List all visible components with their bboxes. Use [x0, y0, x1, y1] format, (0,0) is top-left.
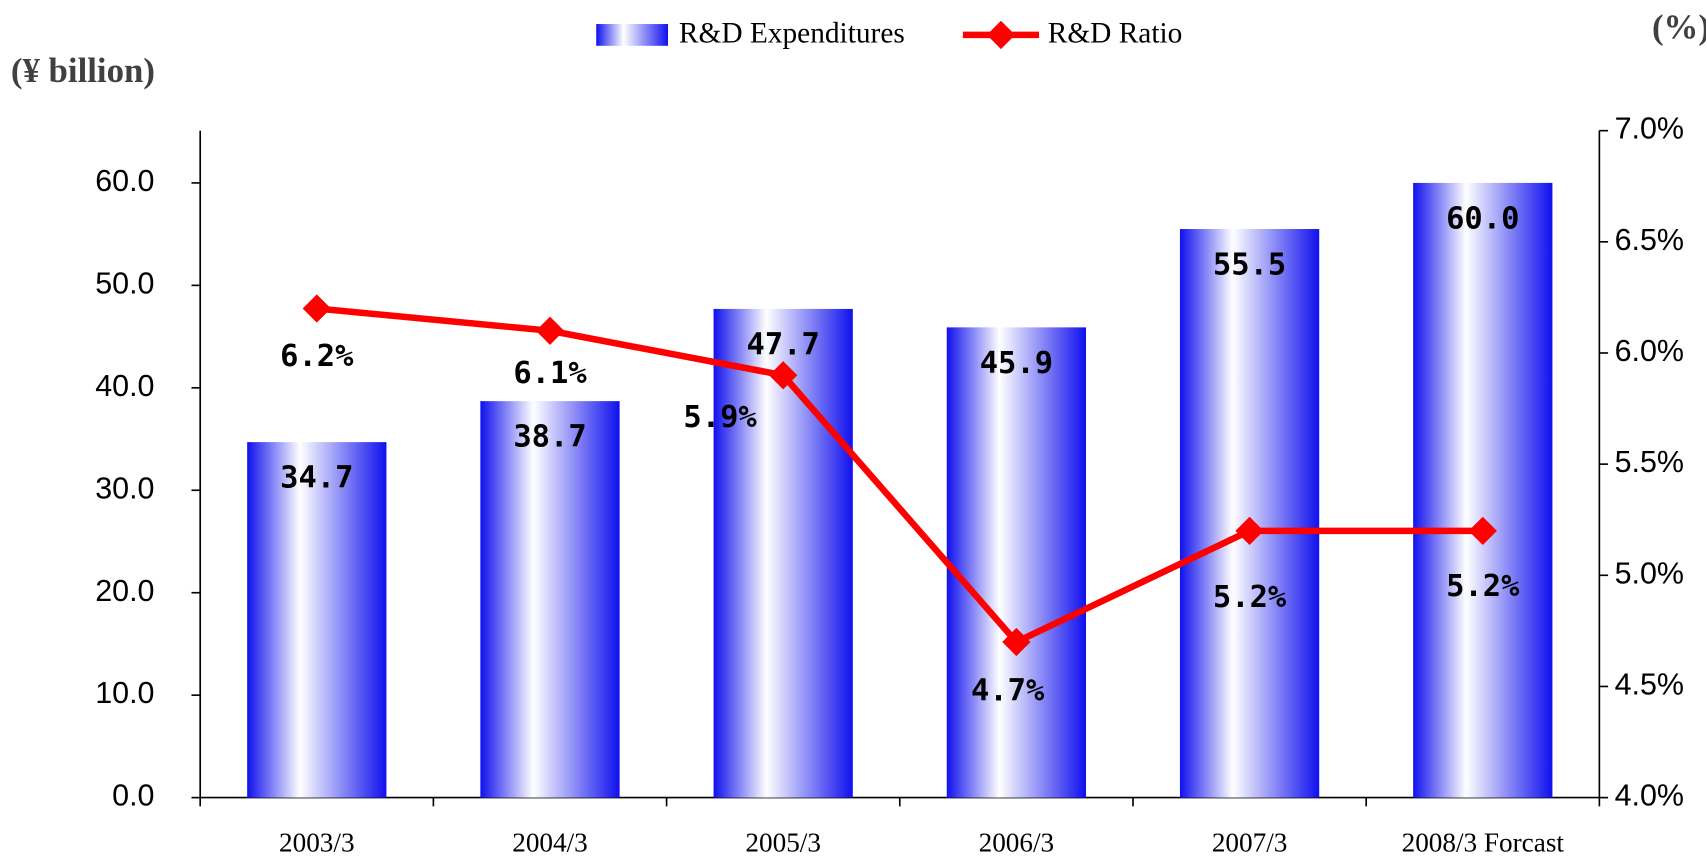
y2-tick-label: 5.5% [1615, 445, 1684, 479]
bar [1413, 182, 1553, 798]
x-tick-label: 2008/3 Forcast [1402, 828, 1565, 858]
line-marker [1002, 627, 1031, 657]
legend-label: R&D Ratio [1048, 18, 1183, 50]
legend-swatch [596, 24, 669, 46]
line-marker [769, 361, 798, 390]
line-value-label: 5.2% [1446, 569, 1520, 604]
bar [713, 308, 853, 798]
y-tick-label: 0.0 [112, 779, 154, 813]
y-tick-label: 50.0 [95, 266, 154, 300]
y2-tick-label: 5.0% [1615, 556, 1684, 590]
bar-value-label: 45.9 [980, 346, 1053, 381]
bar [946, 327, 1087, 798]
line-marker [302, 294, 331, 323]
y-tick-label: 60.0 [95, 164, 154, 198]
line-value-label: 6.2% [280, 339, 354, 374]
y2-tick-label: 6.5% [1615, 223, 1684, 257]
x-tick-label: 2007/3 [1212, 828, 1288, 858]
line-value-label: 4.7% [971, 674, 1045, 709]
bar [247, 442, 387, 798]
y-tick-label: 10.0 [95, 676, 154, 710]
line-value-label: 6.1% [513, 356, 587, 391]
line-marker [1468, 516, 1497, 545]
x-tick-label: 2006/3 [979, 828, 1055, 858]
y2-tick-label: 4.5% [1615, 668, 1684, 702]
y-tick-label: 40.0 [95, 369, 154, 403]
bar [1179, 229, 1320, 798]
y2-tick-label: 6.0% [1615, 334, 1684, 368]
x-tick-label: 2003/3 [279, 828, 355, 858]
bar-value-label: 60.0 [1446, 201, 1519, 236]
line-value-label: 5.9% [683, 400, 757, 435]
y2-tick-label: 4.0% [1615, 779, 1684, 813]
y2-tick-label: 7.0% [1615, 112, 1684, 146]
y-axis-title: (¥ billion) [11, 51, 155, 90]
bar-value-label: 55.5 [1213, 248, 1286, 283]
y-tick-label: 20.0 [95, 574, 154, 608]
bar-value-label: 47.7 [747, 327, 820, 362]
y2-axis-title: (%) [1652, 8, 1706, 47]
x-tick-label: 2004/3 [512, 828, 588, 858]
x-tick-label: 2005/3 [745, 828, 821, 858]
line-marker [535, 316, 565, 345]
line [316, 305, 1483, 646]
legend-label: R&D Expenditures [679, 18, 905, 50]
line-value-label: 5.2% [1213, 580, 1287, 615]
y-tick-label: 30.0 [95, 471, 154, 505]
bar-value-label: 34.7 [280, 461, 353, 496]
legend-swatch [986, 20, 1016, 50]
bar-value-label: 38.7 [513, 420, 586, 455]
bar [480, 401, 620, 798]
